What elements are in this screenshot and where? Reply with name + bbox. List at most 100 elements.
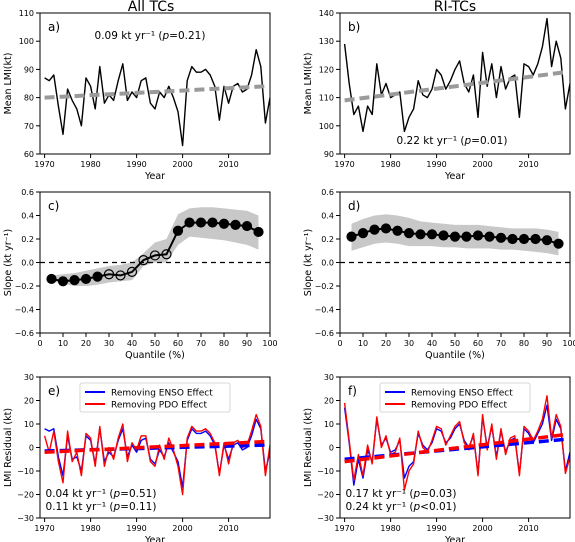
- x-tick-label: 80: [519, 339, 529, 348]
- panel-f-lmi-residual-ri: 1970 1980 1990 2000 2010 −30 −20 −10 0 10 20 30 Year…: [303, 373, 571, 542]
- plot-area: [343, 395, 570, 491]
- data-point-marker: [57, 276, 69, 287]
- y-tick-label: −0.4: [315, 306, 334, 315]
- panel-a-mean-lmi-all: 1970 1980 1990 2000 2010 60 70 80 90 100 110 Year Me…: [3, 9, 271, 182]
- panel-c-quantile-slope-all: 0 10 20 30 40 50 60 70 80 90 100 −0.6 −0.4 −0.2 0.0 0.2…: [3, 188, 278, 361]
- x-tick-label: 70: [496, 339, 506, 348]
- data-point-marker: [369, 224, 380, 235]
- x-tick-label: 1990: [426, 160, 446, 169]
- x-tick-label: 70: [196, 339, 206, 348]
- axes-frame: [39, 12, 271, 155]
- trend-annotation: 0.09 kt yr⁻¹ (p=0.21): [95, 30, 206, 42]
- y-tick-label: 20: [24, 397, 34, 406]
- y-axis-label: LMI Residual (kt): [3, 408, 14, 487]
- trend-line: [44, 84, 266, 100]
- y-tick-label: 20: [324, 397, 334, 406]
- data-point-marker: [484, 231, 495, 242]
- x-tick-label: 2000: [172, 160, 192, 169]
- x-tick-label: 90: [242, 339, 252, 348]
- y-tick-label: −30: [17, 514, 34, 523]
- data-point-marker: [415, 229, 426, 240]
- y-tick-label: 140: [319, 9, 334, 18]
- x-tick-label: 0: [37, 339, 42, 348]
- x-tick-label: 100: [262, 339, 277, 348]
- x-tick-label: 2010: [218, 524, 238, 533]
- x-tick-label: 1980: [380, 524, 400, 533]
- panel-label: f): [348, 384, 357, 398]
- panel-b-mean-lmi-ri: 1970 1980 1990 2000 2010 90 100 110 120 130 140 Yea…: [303, 9, 571, 182]
- x-tick-label: 30: [404, 339, 414, 348]
- y-tick-label: −0.4: [15, 306, 34, 315]
- x-tick-label: 2000: [472, 524, 492, 533]
- x-tick-label: 1990: [426, 524, 446, 533]
- y-tick-label: 30: [324, 373, 334, 382]
- data-point-marker: [230, 219, 241, 230]
- data-point-marker: [126, 266, 138, 277]
- panel-d-quantile-slope-ri: 0 10 20 30 40 50 60 70 80 90 100 −0.6 −0.4 −0.2 0.0 0.2…: [303, 188, 575, 361]
- data-point-marker: [46, 273, 57, 285]
- column-title-all-tcs: All TCs: [128, 0, 175, 15]
- panel-label: e): [48, 384, 60, 398]
- x-tick-label: 1970: [334, 160, 354, 169]
- y-axis-label: Mean LMI(kt): [303, 53, 314, 115]
- data-point-marker: [357, 228, 369, 239]
- y-tick-label: 70: [24, 122, 34, 131]
- y-tick-label: −30: [317, 514, 334, 523]
- data-point-marker: [438, 230, 449, 241]
- plot-area: [43, 413, 270, 496]
- x-tick-label: 2010: [218, 160, 238, 169]
- data-point-marker: [184, 217, 195, 228]
- trend-annotation: 0.17 kt yr⁻¹ (p=0.03): [346, 488, 457, 500]
- column-title-ri-tcs: RI-TCs: [434, 0, 476, 15]
- x-tick-label: 60: [173, 339, 183, 348]
- y-tick-label: 30: [24, 373, 34, 382]
- y-tick-label: 0.6: [321, 188, 334, 197]
- panel-label: a): [48, 20, 60, 34]
- data-point-marker: [530, 233, 541, 245]
- data-point-marker: [161, 249, 172, 260]
- y-tick-label: 100: [19, 37, 34, 46]
- x-tick-label: 2000: [472, 160, 492, 169]
- data-point-marker: [172, 225, 184, 236]
- x-tick-label: 30: [104, 339, 114, 348]
- y-tick-label: 0.0: [321, 259, 334, 268]
- data-point-marker: [461, 231, 472, 242]
- data-point-marker: [380, 223, 392, 234]
- x-tick-label: 2000: [172, 524, 192, 533]
- x-axis-label: Year: [144, 171, 165, 182]
- panel-label: b): [348, 20, 360, 34]
- y-tick-label: −0.6: [15, 329, 34, 338]
- y-tick-label: −10: [317, 467, 334, 476]
- x-tick-label: 1970: [34, 160, 54, 169]
- y-tick-label: 0.0: [21, 259, 34, 268]
- panel-e-lmi-residual-all: 1970 1980 1990 2000 2010 −30 −20 −10 0 10 20 30 Year…: [3, 373, 271, 542]
- y-tick-label: 0.2: [21, 235, 34, 244]
- x-tick-label: 50: [450, 339, 460, 348]
- x-axis-label: Quantile (%): [125, 350, 185, 361]
- data-point-marker: [69, 275, 80, 286]
- x-tick-label: 10: [358, 339, 368, 348]
- y-tick-label: 0.2: [321, 235, 334, 244]
- plot-area: [40, 207, 270, 287]
- x-axis-label: Year: [444, 535, 465, 542]
- y-axis-label: LMI Residual (kt): [303, 408, 314, 487]
- x-tick-label: 1990: [126, 160, 146, 169]
- data-point-marker: [149, 250, 161, 261]
- data-point-marker: [541, 235, 553, 246]
- data-point-marker: [80, 273, 92, 285]
- x-tick-label: 1990: [126, 524, 146, 533]
- data-point-marker: [449, 231, 461, 242]
- data-point-marker: [518, 233, 530, 245]
- x-tick-label: 40: [427, 339, 437, 348]
- x-tick-label: 1980: [80, 160, 100, 169]
- data-point-marker: [218, 218, 230, 229]
- y-tick-label: 10: [24, 420, 34, 429]
- y-tick-label: 90: [24, 65, 34, 74]
- y-tick-label: −0.2: [15, 282, 34, 291]
- x-tick-label: 90: [542, 339, 552, 348]
- data-point-marker: [403, 228, 415, 239]
- series-line: [343, 17, 570, 133]
- data-point-marker: [207, 217, 218, 228]
- y-tick-label: 10: [324, 420, 334, 429]
- y-tick-label: −10: [17, 467, 34, 476]
